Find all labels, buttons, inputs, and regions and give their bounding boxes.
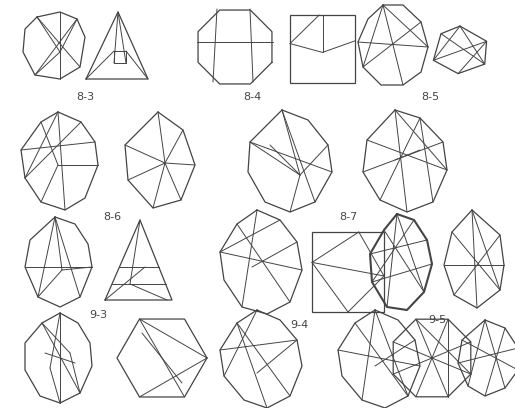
Text: 8-6: 8-6	[103, 212, 121, 222]
Text: 8-5: 8-5	[421, 92, 439, 102]
Bar	[312, 232, 384, 312]
Text: 8-7: 8-7	[339, 212, 357, 222]
Text: 9-3: 9-3	[89, 310, 107, 320]
Text: 8-3: 8-3	[76, 92, 94, 102]
Text: 9-5: 9-5	[428, 315, 446, 325]
Text: 8-4: 8-4	[243, 92, 261, 102]
Bar	[290, 15, 355, 83]
Text: 9-4: 9-4	[290, 320, 308, 330]
